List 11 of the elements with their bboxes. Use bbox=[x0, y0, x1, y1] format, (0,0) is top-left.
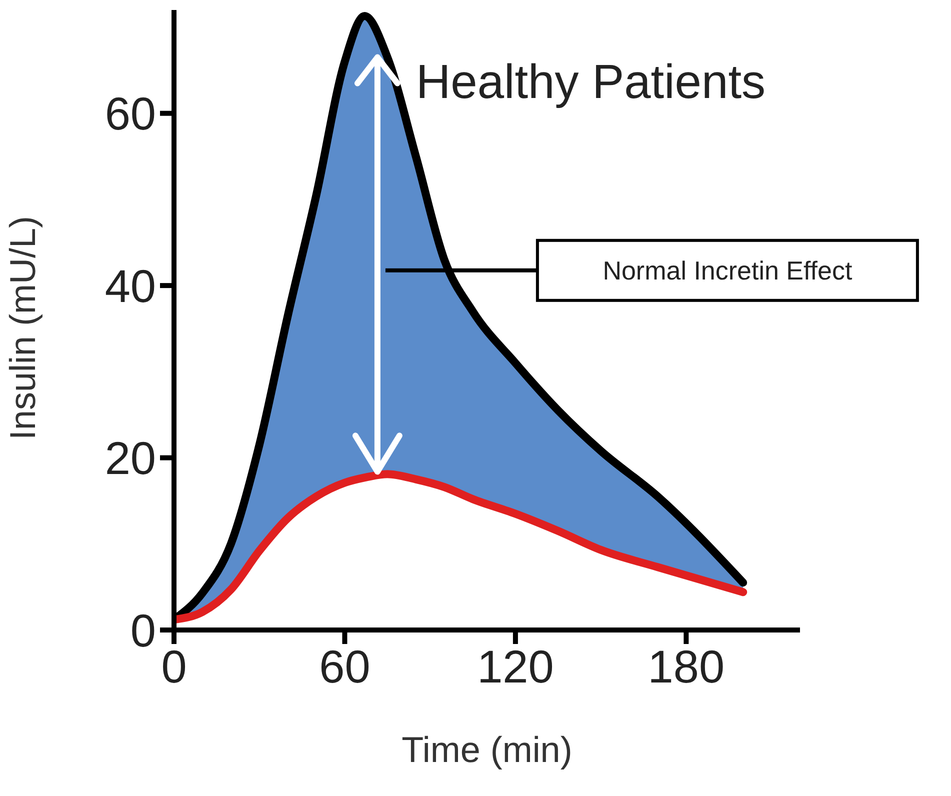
x-tick-label: 60 bbox=[319, 640, 370, 693]
y-tick-label: 60 bbox=[104, 88, 156, 140]
y-tick-label: 0 bbox=[130, 604, 156, 656]
x-axis-title: Time (min) bbox=[402, 729, 572, 770]
y-tick-label: 20 bbox=[104, 432, 156, 484]
annotation: Healthy Patients bbox=[416, 56, 766, 109]
y-tick-label: 40 bbox=[104, 260, 156, 312]
x-tick-label: 180 bbox=[648, 640, 725, 693]
x-tick-label: 120 bbox=[477, 640, 554, 693]
y-axis-title: Insulin (mU/L) bbox=[2, 216, 43, 440]
annotation: Normal Incretin Effect bbox=[602, 255, 853, 286]
